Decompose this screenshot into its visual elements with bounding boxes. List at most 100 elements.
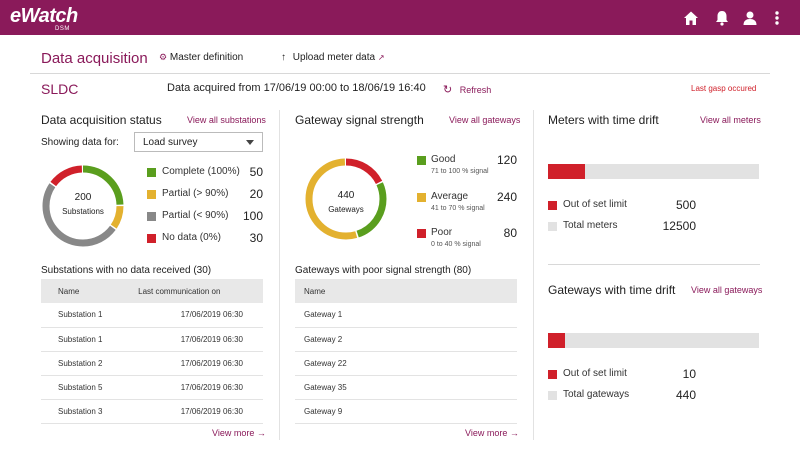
table-row[interactable]: Substation 1 17/06/2019 06:30 <box>41 327 263 352</box>
cell-name: Gateway 1 <box>295 303 517 328</box>
column-divider-1 <box>279 110 280 440</box>
dropdown-value: Load survey <box>143 137 198 148</box>
cell-name: Gateway 9 <box>295 399 517 424</box>
gateways-drift-bar <box>548 333 759 348</box>
legend-swatch-poor <box>417 229 426 238</box>
refresh-icon: ↻ <box>443 84 453 96</box>
gateways-table: Name Gateway 1 Gateway 2 Gateway 22 Gate… <box>295 279 517 424</box>
gateway-donut-total-label: Gateways <box>328 205 364 214</box>
refresh-button[interactable]: ↻ Refresh <box>443 83 491 96</box>
signal-strength-title: Gateway signal strength <box>295 113 424 127</box>
cell-name: Substation 3 <box>41 399 133 424</box>
view-all-substations-link[interactable]: View all substations <box>187 115 266 125</box>
gateways-donut-chart <box>305 158 387 240</box>
external-link-icon: ↗ <box>377 53 385 62</box>
view-all-meters-link[interactable]: View all meters <box>700 115 761 125</box>
legend-label-partial-high: Partial (> 90%) <box>162 188 229 199</box>
legend-swatch-partial-low <box>147 212 156 221</box>
showing-data-label: Showing data for: <box>41 137 119 148</box>
acquisition-status-title: Data acquisition status <box>41 113 162 127</box>
master-definition-label: Master definition <box>169 52 244 63</box>
cell-last: 17/06/2019 06:30 <box>132 327 263 352</box>
header-divider <box>30 73 770 74</box>
legend-label-no-data: No data (0%) <box>162 232 221 243</box>
table-row[interactable]: Substation 5 17/06/2019 06:30 <box>41 375 263 400</box>
table-row[interactable]: Substation 3 17/06/2019 06:30 <box>41 399 263 424</box>
donut-segment-partial-90 <box>42 165 124 247</box>
donut-segment-good <box>305 158 387 240</box>
gateways-total-label: Total gateways <box>563 389 630 400</box>
table-row[interactable]: Gateway 1 <box>295 303 517 328</box>
legend-value-complete: 50 <box>249 165 263 179</box>
swatch-meters-out <box>548 201 557 210</box>
refresh-label: Refresh <box>459 85 492 95</box>
gateway-donut-total-value: 440 <box>337 190 355 201</box>
view-more-substations-link[interactable]: View more → <box>212 428 266 438</box>
upload-meter-data-link[interactable]: ↑ Upload meter data ↗ <box>281 52 385 63</box>
meters-total-value: 12500 <box>662 219 696 233</box>
donut-segment-complete-100 <box>42 165 124 247</box>
master-definition-link[interactable]: ⚙ Master definition <box>159 52 243 63</box>
donut-segment-average <box>305 158 387 240</box>
legend-value-partial-high: 20 <box>249 187 263 201</box>
table-row[interactable]: Substation 1 17/06/2019 06:30 <box>41 303 263 328</box>
cell-last: 17/06/2019 06:30 <box>132 351 263 376</box>
legend-value-no-data: 30 <box>249 231 263 245</box>
cell-last: 17/06/2019 06:30 <box>132 375 263 400</box>
column-header-name: Name <box>295 279 517 303</box>
column-divider-2 <box>533 110 534 440</box>
bell-icon[interactable] <box>713 9 731 27</box>
meters-drift-bar <box>548 164 759 179</box>
table-header-row: Name Last communication on <box>41 279 263 303</box>
donut-segment-poor <box>305 158 387 240</box>
cell-name: Substation 1 <box>41 303 133 328</box>
legend-value-average: 240 <box>496 190 517 204</box>
table-row[interactable]: Substation 2 17/06/2019 06:30 <box>41 351 263 376</box>
table-row[interactable]: Gateway 9 <box>295 399 517 424</box>
data-acquired-range: Data acquired from 17/06/19 00:00 to 18/… <box>167 82 426 94</box>
home-icon[interactable] <box>682 9 700 27</box>
cell-last: 17/06/2019 06:30 <box>132 399 263 424</box>
app-logo-sub: DSM <box>55 26 70 32</box>
last-gasp-link[interactable]: Last gasp occured <box>691 84 757 93</box>
cell-name: Gateway 22 <box>295 351 517 376</box>
more-vertical-icon[interactable] <box>772 9 782 27</box>
legend-swatch-complete <box>147 168 156 177</box>
legend-swatch-average <box>417 193 426 202</box>
column-header-last-communication: Last communication on <box>132 279 263 303</box>
user-icon[interactable] <box>741 9 759 27</box>
upload-arrow-icon: ↑ <box>281 52 286 63</box>
table-row[interactable]: Gateway 2 <box>295 327 517 352</box>
upload-meter-data-label: Upload meter data <box>292 52 376 63</box>
substations-table-title: Substations with no data received (30) <box>41 265 212 276</box>
cell-name: Substation 5 <box>41 375 133 400</box>
table-row[interactable]: Gateway 22 <box>295 351 517 376</box>
legend-label-poor: Poor <box>431 227 453 238</box>
top-bar: eWatch DSM <box>0 0 800 35</box>
legend-swatch-partial-high <box>147 190 156 199</box>
view-more-gateways-link[interactable]: View more → <box>465 428 519 438</box>
gateways-out-value: 10 <box>682 367 696 381</box>
view-all-gateways-link[interactable]: View all gateways <box>449 115 521 125</box>
legend-label-complete: Complete (100%) <box>162 166 240 177</box>
substations-table: Name Last communication on Substation 1 … <box>41 279 263 424</box>
app-logo[interactable]: eWatch <box>10 5 78 27</box>
meters-out-value: 500 <box>675 198 696 212</box>
meters-out-label: Out of set limit <box>563 199 627 210</box>
legend-sub-good: 71 to 100 % signal <box>431 168 489 175</box>
legend-value-poor: 80 <box>503 226 517 240</box>
swatch-gateways-out <box>548 370 557 379</box>
cell-last: 17/06/2019 06:30 <box>132 303 263 328</box>
legend-label-average: Average <box>431 191 469 202</box>
cell-name: Gateway 35 <box>295 375 517 400</box>
swatch-meters-total <box>548 222 557 231</box>
gateways-table-title: Gateways with poor signal strength (80) <box>295 265 472 276</box>
page-title: Data acquisition <box>41 50 148 67</box>
view-all-gateways-drift-link[interactable]: View all gateways <box>691 285 763 295</box>
data-type-dropdown[interactable]: Load survey <box>134 132 263 152</box>
swatch-gateways-total <box>548 391 557 400</box>
legend-sub-average: 41 to 70 % signal <box>431 205 485 212</box>
legend-value-partial-low: 100 <box>242 209 263 223</box>
gateways-total-value: 440 <box>675 388 696 402</box>
table-row[interactable]: Gateway 35 <box>295 375 517 400</box>
